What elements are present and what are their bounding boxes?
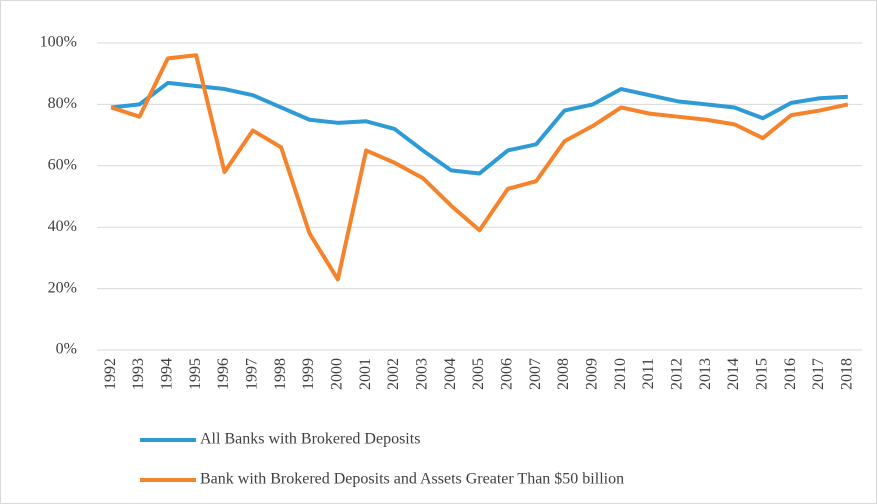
x-tick-label: 2013 bbox=[697, 358, 714, 390]
x-tick-label: 2001 bbox=[357, 358, 374, 390]
x-tick-label: 2015 bbox=[754, 358, 771, 390]
y-tick-label: 80% bbox=[48, 95, 77, 112]
x-tick-label: 2017 bbox=[810, 358, 827, 390]
x-tick-label: 2000 bbox=[329, 358, 346, 390]
x-tick-label: 1992 bbox=[102, 358, 119, 390]
series-line bbox=[110, 80, 848, 176]
x-tick-label: 1995 bbox=[187, 358, 204, 390]
x-tick-label: 2006 bbox=[499, 358, 516, 390]
x-tick-label: 2002 bbox=[385, 358, 402, 390]
y-tick-label: 100% bbox=[40, 34, 77, 51]
legend-label: All Banks with Brokered Deposits bbox=[200, 431, 420, 448]
x-tick-label: 2008 bbox=[555, 358, 572, 390]
series-line bbox=[110, 53, 849, 282]
x-tick-label: 2012 bbox=[669, 358, 686, 390]
x-tick-label: 1996 bbox=[215, 358, 232, 390]
x-tick-label: 1993 bbox=[130, 358, 147, 390]
x-tick-label: 1994 bbox=[159, 358, 176, 390]
x-tick-label: 1997 bbox=[244, 358, 261, 390]
x-tick-label: 2018 bbox=[839, 358, 856, 390]
x-tick-label: 1999 bbox=[300, 358, 317, 390]
legend-label: Bank with Brokered Deposits and Assets G… bbox=[200, 471, 624, 488]
y-tick-label: 20% bbox=[48, 279, 77, 296]
y-tick-label: 0% bbox=[56, 341, 77, 358]
x-tick-label: 2005 bbox=[470, 358, 487, 390]
x-tick-label: 2014 bbox=[725, 358, 742, 390]
y-tick-label: 60% bbox=[48, 156, 77, 173]
x-tick-label: 2004 bbox=[442, 358, 459, 390]
x-tick-label: 2010 bbox=[612, 358, 629, 390]
x-tick-label: 2011 bbox=[640, 358, 657, 389]
x-tick-label: 2007 bbox=[527, 358, 544, 390]
y-tick-label: 40% bbox=[48, 218, 77, 235]
x-tick-label: 2016 bbox=[782, 358, 799, 390]
x-tick-label: 1998 bbox=[272, 358, 289, 390]
x-tick-label: 2009 bbox=[584, 358, 601, 390]
x-tick-label: 2003 bbox=[414, 358, 431, 390]
